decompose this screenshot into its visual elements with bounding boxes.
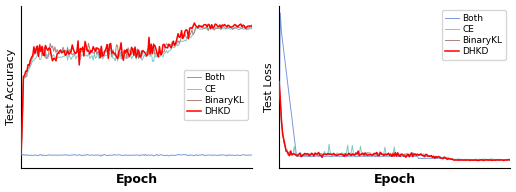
- DHKD: [18, 154, 24, 156]
- Line: BinaryKL: BinaryKL: [21, 26, 252, 155]
- BinaryKL: [18, 154, 24, 156]
- DHKD: [319, 156, 325, 158]
- CE: [27, 65, 34, 68]
- Both: [488, 159, 494, 161]
- DHKD: [497, 159, 503, 161]
- Both: [276, 152, 282, 155]
- BinaryKL: [489, 159, 495, 161]
- Both: [18, 154, 24, 156]
- Both: [291, 136, 297, 138]
- BinaryKL: [32, 49, 38, 51]
- Both: [320, 155, 327, 157]
- Legend: Both, CE, BinaryKL, DHKD: Both, CE, BinaryKL, DHKD: [442, 10, 506, 60]
- Line: DHKD: DHKD: [21, 23, 252, 155]
- DHKD: [290, 153, 296, 155]
- Legend: Both, CE, BinaryKL, DHKD: Both, CE, BinaryKL, DHKD: [184, 70, 248, 120]
- DHKD: [285, 153, 292, 156]
- Both: [27, 154, 34, 156]
- CE: [493, 159, 499, 161]
- DHKD: [239, 26, 245, 28]
- Both: [286, 98, 293, 100]
- BinaryKL: [290, 152, 296, 155]
- CE: [337, 154, 344, 156]
- Line: BinaryKL: BinaryKL: [279, 82, 510, 160]
- Both: [277, 12, 283, 14]
- DHKD: [32, 52, 38, 55]
- BinaryKL: [234, 25, 240, 27]
- Both: [249, 154, 255, 156]
- Both: [339, 155, 345, 158]
- CE: [79, 54, 86, 56]
- Both: [490, 159, 496, 161]
- Line: Both: Both: [279, 13, 510, 160]
- CE: [319, 153, 325, 155]
- CE: [488, 158, 494, 160]
- BinaryKL: [239, 27, 245, 29]
- Both: [240, 154, 246, 156]
- Both: [32, 154, 38, 156]
- Both: [498, 159, 504, 161]
- CE: [212, 26, 218, 29]
- CE: [290, 153, 296, 156]
- Both: [232, 154, 238, 157]
- DHKD: [79, 46, 86, 48]
- Both: [142, 153, 149, 156]
- CE: [285, 153, 292, 155]
- DHKD: [489, 159, 495, 161]
- Both: [61, 154, 67, 156]
- CE: [18, 154, 24, 156]
- CE: [239, 26, 245, 29]
- X-axis label: Epoch: Epoch: [374, 173, 416, 186]
- CE: [507, 158, 513, 161]
- Both: [97, 155, 103, 157]
- Y-axis label: Test Loss: Test Loss: [264, 62, 273, 112]
- Line: DHKD: DHKD: [279, 82, 510, 161]
- BinaryKL: [497, 159, 503, 161]
- DHKD: [231, 24, 237, 26]
- BinaryKL: [79, 50, 86, 52]
- DHKD: [337, 153, 344, 155]
- CE: [249, 26, 255, 29]
- Both: [79, 154, 86, 156]
- CE: [497, 159, 503, 161]
- DHKD: [61, 49, 67, 52]
- BinaryKL: [479, 159, 486, 161]
- Both: [507, 159, 513, 161]
- DHKD: [276, 80, 282, 83]
- DHKD: [27, 59, 34, 61]
- Line: CE: CE: [21, 27, 252, 155]
- X-axis label: Epoch: Epoch: [116, 173, 158, 186]
- BinaryKL: [276, 80, 282, 83]
- BinaryKL: [27, 62, 34, 64]
- DHKD: [507, 159, 513, 161]
- Line: CE: CE: [279, 85, 510, 160]
- DHKD: [480, 159, 487, 162]
- CE: [231, 26, 237, 29]
- Line: Both: Both: [21, 154, 252, 156]
- BinaryKL: [507, 158, 513, 161]
- CE: [276, 84, 282, 86]
- BinaryKL: [337, 153, 344, 155]
- BinaryKL: [230, 28, 236, 30]
- CE: [61, 55, 67, 57]
- BinaryKL: [249, 28, 255, 30]
- DHKD: [249, 24, 255, 26]
- DHKD: [191, 22, 198, 24]
- BinaryKL: [61, 50, 67, 52]
- BinaryKL: [285, 152, 292, 154]
- Y-axis label: Test Accuracy: Test Accuracy: [6, 49, 15, 125]
- CE: [32, 57, 38, 60]
- BinaryKL: [319, 153, 325, 156]
